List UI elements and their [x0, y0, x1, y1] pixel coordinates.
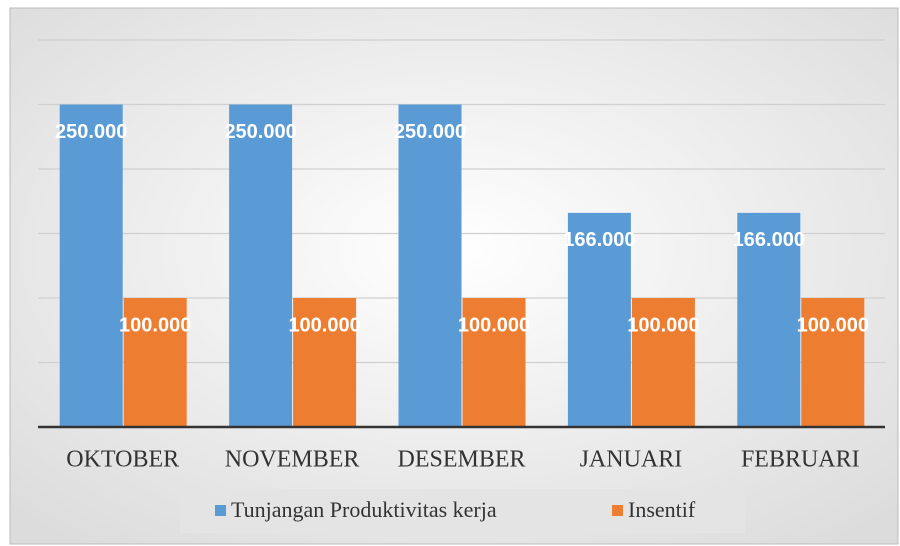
x-tick-label: JANUARI — [580, 447, 683, 473]
data-label: 166.000 — [563, 229, 635, 251]
legend-label: Insentif — [628, 497, 696, 522]
data-label: 250.000 — [394, 121, 466, 143]
data-label: 250.000 — [224, 121, 296, 143]
bar — [737, 212, 801, 427]
bar — [293, 298, 357, 427]
data-label: 100.000 — [627, 314, 699, 336]
data-label: 166.000 — [733, 229, 805, 251]
legend-label: Tunjangan Produktivitas kerja — [231, 497, 497, 522]
bar — [398, 104, 462, 427]
x-tick-label: FEBRUARI — [741, 447, 860, 473]
x-tick-label: DESEMBER — [397, 447, 525, 473]
bar — [462, 298, 526, 427]
bar — [123, 298, 187, 427]
legend-swatch — [612, 505, 623, 516]
legend-swatch — [215, 505, 226, 516]
x-tick-label: OKTOBER — [66, 447, 179, 473]
x-tick-label: NOVEMBER — [225, 447, 360, 473]
data-label: 100.000 — [458, 314, 530, 336]
data-label: 100.000 — [288, 314, 360, 336]
legend-box — [180, 489, 745, 533]
bar — [229, 104, 293, 427]
bar — [567, 212, 631, 427]
data-label: 100.000 — [797, 314, 869, 336]
bar — [59, 104, 123, 427]
bar — [801, 298, 865, 427]
data-label: 250.000 — [55, 121, 127, 143]
data-label: 100.000 — [119, 314, 191, 336]
bar — [631, 298, 695, 427]
